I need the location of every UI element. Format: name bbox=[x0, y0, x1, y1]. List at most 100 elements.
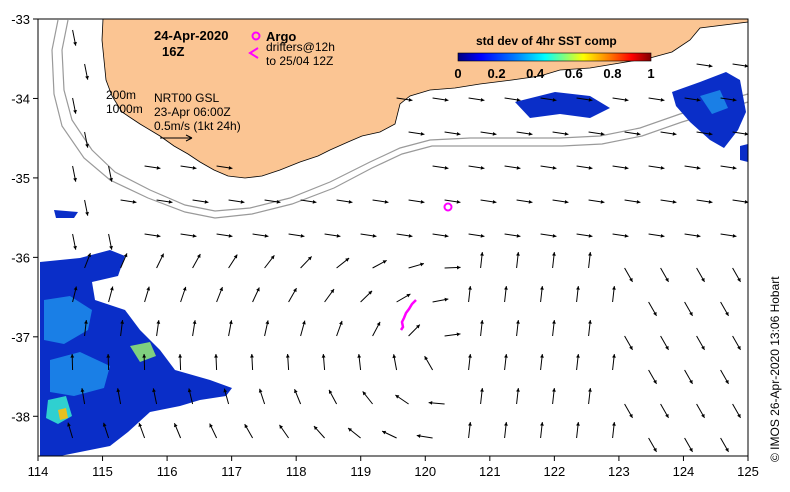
current-arrowhead bbox=[665, 345, 669, 350]
x-tick-label: 117 bbox=[221, 464, 242, 479]
current-arrowhead bbox=[384, 199, 389, 204]
current-arrowhead bbox=[339, 320, 343, 325]
current-arrowhead bbox=[219, 287, 223, 292]
x-axis: 114 115 116 117 118 119 120 121 122 123 124 125 bbox=[28, 456, 759, 479]
current-arrowhead bbox=[392, 354, 397, 359]
current-arrowhead bbox=[174, 423, 178, 428]
current-arrowhead bbox=[368, 290, 373, 295]
depth-label-1000: 1000m bbox=[106, 102, 143, 116]
current-arrowhead bbox=[480, 388, 484, 392]
credit-text: © IMOS 26-Apr-2020 13:06 Hobart bbox=[768, 276, 782, 462]
current-arrowhead bbox=[382, 260, 387, 264]
current-arrowhead bbox=[178, 354, 183, 358]
header-date: 24-Apr-2020 bbox=[154, 28, 228, 43]
current-arrowhead bbox=[708, 199, 713, 204]
current-arrowhead bbox=[629, 345, 633, 350]
current-arrowhead bbox=[588, 97, 593, 102]
argo-legend-label: Argo bbox=[266, 29, 296, 44]
drifter-legend: drifters@12h to 25/04 12Z bbox=[248, 40, 335, 68]
velocity-scale-label: 0.5m/s (1kt 24h) bbox=[154, 119, 241, 133]
current-arrowhead bbox=[196, 254, 201, 259]
current-arrowhead bbox=[416, 324, 420, 329]
current-arrowhead bbox=[102, 422, 107, 427]
current-arrowhead bbox=[732, 97, 737, 102]
current-arrowhead bbox=[192, 320, 197, 324]
current-arrowhead bbox=[624, 97, 629, 102]
current-arrowhead bbox=[321, 354, 326, 358]
current-arrowhead bbox=[725, 311, 729, 316]
current-arrowhead bbox=[660, 233, 665, 238]
current-arrowhead bbox=[444, 165, 449, 170]
current-arrowhead bbox=[516, 165, 521, 170]
current-arrowhead bbox=[660, 97, 665, 102]
header-time: 16Z bbox=[162, 44, 184, 59]
current-arrowhead bbox=[696, 97, 701, 102]
current-arrowhead bbox=[85, 143, 89, 148]
current-arrowhead bbox=[279, 424, 284, 429]
current-arrowhead bbox=[504, 354, 508, 358]
current-arrowhead bbox=[256, 287, 260, 292]
current-arrowhead bbox=[689, 311, 693, 316]
current-arrowhead bbox=[312, 199, 317, 204]
current-arrowhead bbox=[552, 252, 556, 256]
current-arrowhead bbox=[168, 199, 173, 204]
current-arrowhead bbox=[444, 297, 449, 302]
current-arrowhead bbox=[348, 199, 353, 204]
current-arrowhead bbox=[142, 354, 147, 358]
current-arrowhead bbox=[516, 233, 521, 238]
current-arrowhead bbox=[84, 320, 88, 324]
current-arrowhead bbox=[492, 199, 497, 204]
current-arrowhead bbox=[528, 199, 533, 204]
current-arrowhead bbox=[689, 379, 693, 384]
current-arrowhead bbox=[701, 413, 705, 418]
current-arrowhead bbox=[672, 199, 677, 204]
current-arrowhead bbox=[330, 289, 335, 294]
current-arrowhead bbox=[653, 447, 657, 452]
current-arrowhead bbox=[67, 422, 71, 427]
current-arrowhead bbox=[588, 233, 593, 238]
current-arrowhead bbox=[123, 253, 128, 258]
colorbar-tick-label: 0.8 bbox=[603, 66, 621, 81]
current-arrowhead bbox=[456, 199, 461, 204]
colorbar-title: std dev of 4hr SST comp bbox=[476, 34, 617, 48]
current-arrowhead bbox=[87, 253, 91, 258]
current-arrowhead bbox=[612, 354, 616, 358]
current-arrowhead bbox=[552, 388, 556, 392]
current-arrowhead bbox=[725, 379, 729, 384]
current-arrowhead bbox=[552, 233, 557, 238]
current-arrowhead bbox=[744, 199, 749, 204]
current-arrowhead bbox=[70, 354, 75, 358]
current-arrowhead bbox=[744, 131, 749, 136]
current-arrowhead bbox=[588, 165, 593, 170]
argo-legend: Argo bbox=[251, 29, 296, 44]
current-arrowhead bbox=[182, 286, 187, 291]
current-arrowhead bbox=[209, 423, 213, 428]
plot-frame bbox=[37, 18, 749, 457]
current-arrowhead bbox=[357, 354, 362, 358]
current-arrowhead bbox=[480, 252, 484, 256]
current-arrowhead bbox=[307, 256, 312, 261]
current-arrowhead bbox=[156, 233, 161, 238]
current-arrowhead bbox=[624, 233, 629, 238]
current-arrowhead bbox=[156, 320, 161, 324]
current-arrowhead bbox=[588, 388, 592, 392]
current-arrowhead bbox=[152, 388, 156, 393]
current-arrowhead bbox=[588, 252, 592, 256]
y-tick-label: -33 bbox=[11, 12, 30, 27]
x-tick-label: 122 bbox=[544, 464, 566, 479]
colorbar-tick-label: 0.2 bbox=[488, 66, 506, 81]
current-arrowhead bbox=[424, 356, 429, 361]
current-arrowhead bbox=[660, 165, 665, 170]
current-arrowhead bbox=[228, 320, 233, 325]
current-arrowhead bbox=[737, 277, 741, 282]
isobath-200m bbox=[61, 19, 749, 212]
drifter-legend-icon bbox=[248, 47, 259, 59]
current-arrowhead bbox=[106, 354, 111, 358]
current-arrowhead bbox=[612, 422, 616, 426]
current-arrowhead bbox=[600, 199, 605, 204]
current-arrowhead bbox=[420, 262, 424, 267]
current-arrowhead bbox=[336, 233, 341, 238]
current-arrowhead bbox=[516, 388, 520, 392]
current-arrowhead bbox=[187, 388, 192, 393]
